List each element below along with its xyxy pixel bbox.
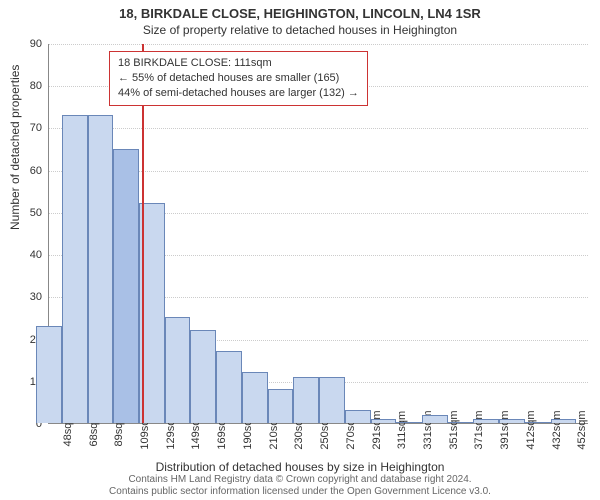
annotation-line: 18 BIRKDALE CLOSE: 111sqm — [118, 56, 359, 71]
grid-line — [49, 128, 588, 129]
y-tick-label: 60 — [14, 165, 42, 177]
grid-line — [49, 44, 588, 45]
histogram-bar — [88, 115, 114, 423]
histogram-bar — [242, 372, 268, 423]
page-subtitle: Size of property relative to detached ho… — [0, 21, 600, 41]
footer-line1: Contains HM Land Registry data © Crown c… — [0, 474, 600, 486]
histogram-bar — [345, 410, 371, 423]
histogram-bar — [499, 419, 525, 423]
histogram-bar — [422, 415, 448, 423]
histogram-bar — [448, 422, 474, 423]
histogram-bar — [216, 351, 242, 423]
histogram-bar — [190, 330, 216, 423]
histogram-bar — [319, 377, 345, 423]
histogram-bar — [113, 149, 139, 423]
histogram-bar — [293, 377, 319, 423]
y-tick-label: 40 — [14, 249, 42, 261]
histogram-bar — [525, 422, 551, 423]
histogram-bar — [473, 419, 499, 423]
annotation-line: ← 55% of detached houses are smaller (16… — [118, 71, 359, 86]
histogram-bar — [371, 419, 397, 423]
chart-area: 010203040506070809048sqm68sqm89sqm109sqm… — [48, 44, 588, 424]
histogram-bar — [62, 115, 88, 423]
histogram-bar — [268, 389, 294, 423]
plot-area: 010203040506070809048sqm68sqm89sqm109sqm… — [48, 44, 588, 424]
histogram-bar — [165, 317, 191, 423]
y-tick-label: 30 — [14, 291, 42, 303]
histogram-bar — [396, 422, 422, 423]
annotation-line: 44% of semi-detached houses are larger (… — [118, 86, 359, 101]
x-axis-label: Distribution of detached houses by size … — [0, 460, 600, 474]
page-title: 18, BIRKDALE CLOSE, HEIGHINGTON, LINCOLN… — [0, 0, 600, 21]
y-tick-label: 70 — [14, 122, 42, 134]
histogram-bar — [551, 419, 577, 423]
footer-attribution: Contains HM Land Registry data © Crown c… — [0, 474, 600, 498]
y-tick-label: 50 — [14, 207, 42, 219]
annotation-box: 18 BIRKDALE CLOSE: 111sqm← 55% of detach… — [109, 51, 368, 106]
y-tick-label: 80 — [14, 80, 42, 92]
footer-line2: Contains public sector information licen… — [0, 486, 600, 498]
histogram-bar — [36, 326, 62, 423]
y-tick-label: 90 — [14, 38, 42, 50]
